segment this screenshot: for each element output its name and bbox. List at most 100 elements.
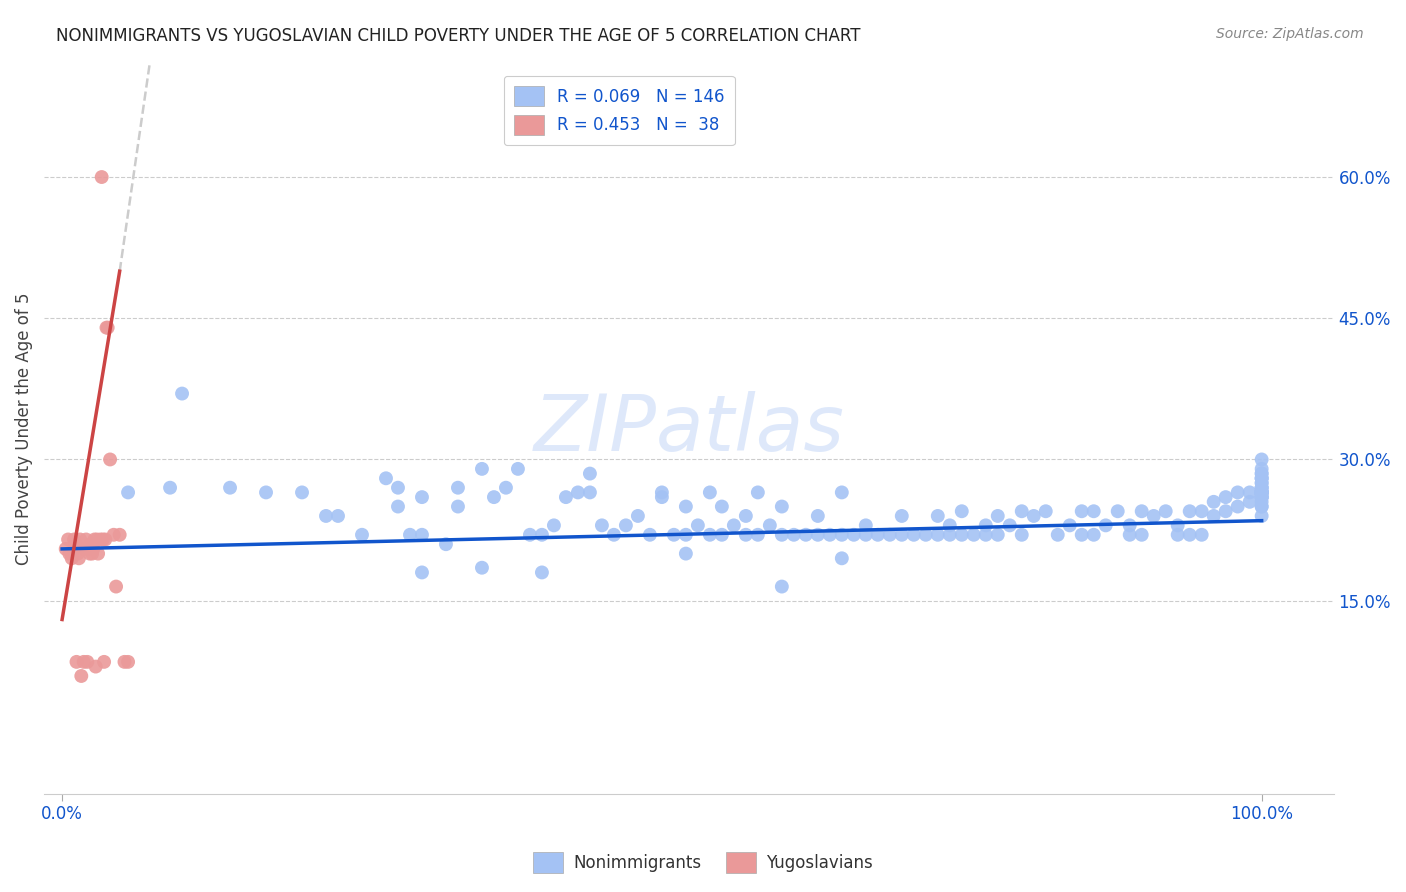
Point	[1250, 485, 1272, 500]
Point	[1250, 467, 1272, 481]
Text: Source: ZipAtlas.com: Source: ZipAtlas.com	[1216, 27, 1364, 41]
Point	[1250, 485, 1272, 500]
Point	[56, 533, 79, 547]
Point	[1202, 508, 1225, 523]
Point	[90, 169, 112, 184]
Point	[1226, 485, 1249, 500]
Point	[998, 518, 1021, 533]
Point	[903, 528, 925, 542]
Point	[699, 485, 721, 500]
Point	[879, 528, 901, 542]
Point	[1250, 490, 1272, 504]
Point	[950, 528, 973, 542]
Point	[1250, 508, 1272, 523]
Point	[555, 490, 578, 504]
Point	[1083, 528, 1105, 542]
Point	[831, 551, 853, 566]
Point	[82, 547, 104, 561]
Point	[117, 485, 139, 500]
Point	[1250, 481, 1272, 495]
Point	[675, 547, 697, 561]
Point	[96, 320, 118, 334]
Point	[73, 541, 96, 556]
Point	[1059, 518, 1081, 533]
Point	[1215, 490, 1237, 504]
Point	[58, 547, 80, 561]
Point	[495, 481, 517, 495]
Point	[67, 551, 90, 566]
Point	[794, 528, 817, 542]
Point	[82, 541, 104, 556]
Point	[831, 528, 853, 542]
Point	[927, 508, 949, 523]
Point	[89, 533, 111, 547]
Point	[434, 537, 457, 551]
Point	[76, 655, 98, 669]
Point	[399, 528, 422, 542]
Point	[614, 518, 637, 533]
Point	[1118, 528, 1140, 542]
Point	[91, 533, 114, 547]
Point	[770, 528, 793, 542]
Point	[807, 508, 830, 523]
Point	[63, 541, 86, 556]
Point	[73, 655, 96, 669]
Point	[84, 659, 107, 673]
Point	[686, 518, 709, 533]
Point	[482, 490, 505, 504]
Point	[315, 508, 337, 523]
Point	[105, 580, 128, 594]
Point	[1094, 518, 1116, 533]
Point	[1167, 518, 1189, 533]
Point	[699, 528, 721, 542]
Point	[818, 528, 841, 542]
Point	[1167, 528, 1189, 542]
Point	[70, 669, 93, 683]
Point	[939, 518, 962, 533]
Point	[1154, 504, 1177, 518]
Text: ZIPatlas: ZIPatlas	[533, 391, 845, 467]
Point	[94, 533, 117, 547]
Point	[1250, 490, 1272, 504]
Point	[1143, 508, 1166, 523]
Point	[1250, 495, 1272, 509]
Point	[927, 528, 949, 542]
Point	[60, 551, 83, 566]
Point	[1250, 481, 1272, 495]
Point	[65, 537, 87, 551]
Point	[651, 485, 673, 500]
Point	[1083, 504, 1105, 518]
Point	[93, 655, 115, 669]
Point	[1250, 500, 1272, 514]
Point	[1070, 528, 1092, 542]
Point	[662, 528, 685, 542]
Point	[75, 533, 97, 547]
Point	[97, 320, 120, 334]
Point	[1239, 485, 1261, 500]
Point	[1250, 485, 1272, 500]
Point	[1011, 504, 1033, 518]
Point	[1107, 504, 1129, 518]
Point	[1250, 485, 1272, 500]
Point	[86, 533, 108, 547]
Point	[159, 481, 181, 495]
Point	[1070, 504, 1092, 518]
Point	[890, 528, 912, 542]
Point	[530, 528, 553, 542]
Point	[55, 541, 77, 556]
Point	[710, 528, 733, 542]
Point	[87, 547, 110, 561]
Point	[1250, 475, 1272, 490]
Point	[411, 566, 433, 580]
Point	[1250, 452, 1272, 467]
Point	[1250, 471, 1272, 485]
Point	[506, 462, 529, 476]
Legend: Nonimmigrants, Yugoslavians: Nonimmigrants, Yugoslavians	[526, 846, 880, 880]
Point	[83, 533, 105, 547]
Point	[866, 528, 889, 542]
Point	[1022, 508, 1045, 523]
Point	[603, 528, 626, 542]
Point	[103, 528, 125, 542]
Point	[1250, 485, 1272, 500]
Point	[1250, 490, 1272, 504]
